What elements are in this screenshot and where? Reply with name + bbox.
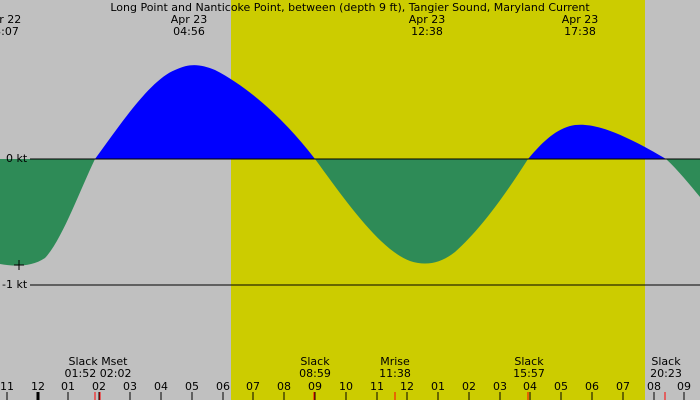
hour-label: 03: [123, 380, 137, 393]
ebb-area: [666, 159, 700, 197]
y-label-zero: 0 kt: [6, 152, 28, 165]
event-label: Slack 20:23: [650, 355, 682, 380]
hour-label: 05: [185, 380, 199, 393]
hour-label: 03: [493, 380, 507, 393]
event-ticks: [94, 392, 666, 400]
hour-label: 04: [523, 380, 537, 393]
hour-label: 07: [616, 380, 630, 393]
event-label: Slack Mset 01:52 02:02: [64, 355, 132, 380]
hour-label: 01: [61, 380, 75, 393]
hour-label: 06: [216, 380, 230, 393]
hour-label: 06: [585, 380, 599, 393]
hour-label: 09: [677, 380, 691, 393]
ebb-area: [0, 159, 95, 266]
hour-label: 05: [554, 380, 568, 393]
hour-label: 09: [308, 380, 322, 393]
flood-area: [528, 124, 666, 159]
hour-label: 08: [647, 380, 661, 393]
hour-label: 02: [92, 380, 106, 393]
flood-area: [95, 65, 315, 159]
extrema-marker: [14, 260, 24, 270]
hour-label: 02: [462, 380, 476, 393]
hour-ticks: [6, 392, 685, 400]
extrema-label: Apr 2223:07: [0, 13, 22, 38]
event-label: Slack 15:57: [513, 355, 545, 380]
hour-label: 10: [339, 380, 353, 393]
event-label: Slack 08:59: [299, 355, 331, 380]
chart-title: Long Point and Nanticoke Point, between …: [110, 1, 590, 14]
hour-label: 01: [431, 380, 445, 393]
hour-label: 04: [154, 380, 168, 393]
hour-label: 11: [370, 380, 384, 393]
hour-label: 11: [0, 380, 14, 393]
extrema-label: Apr 23 17:38: [561, 13, 599, 38]
hour-label: 08: [277, 380, 291, 393]
hour-label: 07: [246, 380, 260, 393]
hour-label: 12: [31, 380, 45, 393]
ebb-area: [315, 159, 528, 264]
extrema-label: Apr 23 04:56: [170, 13, 208, 38]
y-label-minus-one: -1 kt: [2, 278, 28, 291]
hour-label: 12: [400, 380, 414, 393]
event-label: Mrise 11:38: [379, 355, 411, 380]
extrema-label: Apr 23 12:38: [408, 13, 446, 38]
